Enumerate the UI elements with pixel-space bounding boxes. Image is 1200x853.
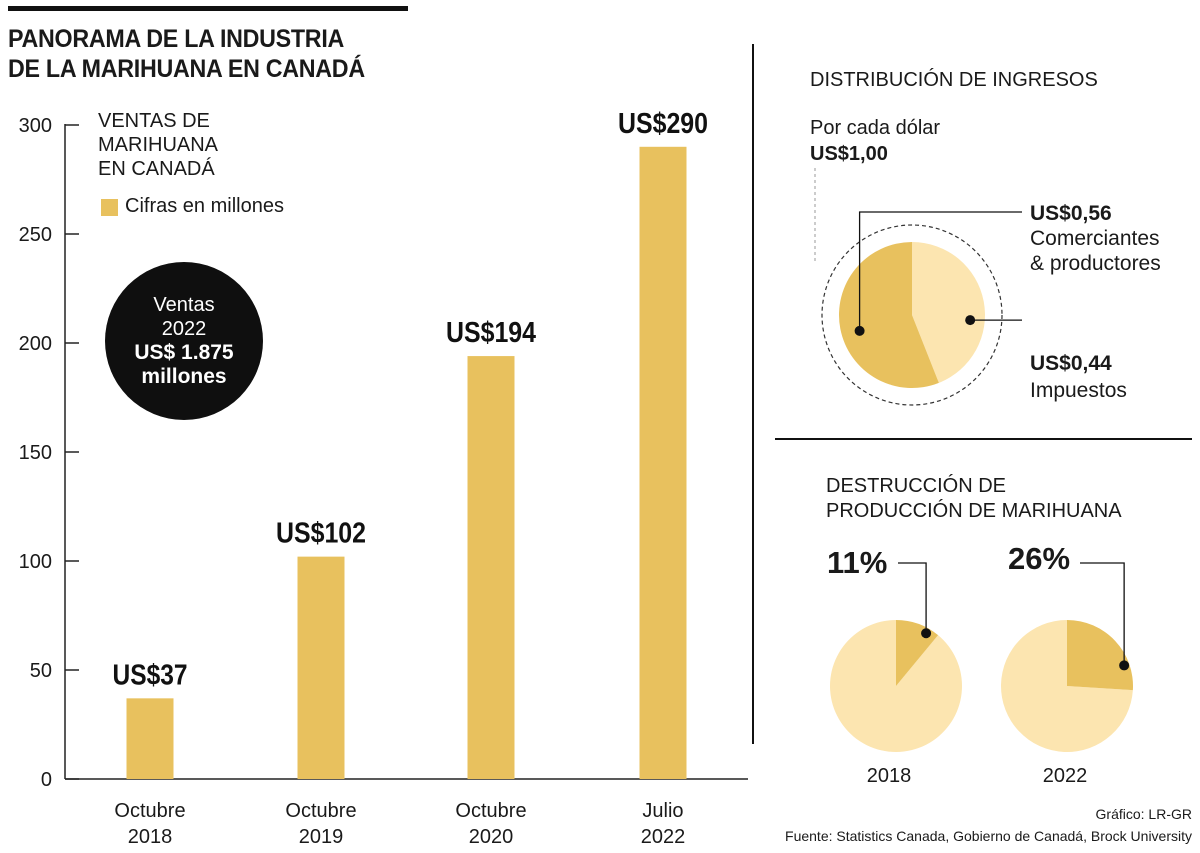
taxes-value: US$0,44	[1030, 352, 1112, 375]
sales-subtitle-line3: EN CANADÁ	[98, 158, 215, 180]
x-tick-label-line2: 2019	[299, 826, 344, 848]
bar	[297, 556, 345, 779]
badge-line1: Ventas	[153, 294, 215, 316]
pie-2018-leader-line	[898, 562, 927, 634]
legend-label: Cifras en millones	[125, 195, 284, 217]
pie-2018-slice-rest	[830, 620, 963, 753]
data-source: Fuente: Statistics Canada, Gobierno de C…	[785, 828, 1192, 844]
pie-dashed-ring	[821, 224, 1003, 406]
per-dollar-line1: Por cada dólar	[810, 117, 941, 139]
sales-subtitle-line2: MARIHUANA	[98, 134, 219, 156]
y-tick-label: 200	[19, 333, 52, 355]
page-title-line1: PANORAMA DE LA INDUSTRIA	[8, 25, 345, 53]
pie-slice-merchants	[839, 242, 939, 388]
badge-unit: millones	[141, 365, 227, 388]
destruction-pie-charts	[830, 562, 1133, 753]
vertical-divider	[752, 44, 754, 744]
revenue-title: DISTRIBUCIÓN DE INGRESOS	[810, 69, 1098, 91]
pie-2022-slice-rest	[1000, 620, 1133, 752]
pie-2022-leader-line	[1080, 562, 1125, 666]
pie-2018-leader-dot	[921, 628, 932, 639]
merchants-leader-dot	[854, 325, 865, 336]
y-tick-label: 150	[19, 442, 52, 464]
header-rule	[8, 6, 408, 11]
x-tick-label-line2: 2022	[641, 826, 686, 848]
pie-2018-percent: 11%	[827, 545, 888, 580]
taxes-label: Impuestos	[1030, 379, 1127, 402]
per-dollar-note: Por cada dólar US$1,00	[810, 115, 940, 167]
pie-2022-percent: 26%	[1008, 541, 1071, 576]
bar-value-label: US$194	[446, 317, 536, 349]
x-tick-label-line2: 2020	[469, 826, 514, 848]
x-tick-label-line1: Octubre	[114, 800, 185, 822]
annual-sales-badge: Ventas 2022 US$ 1.875 millones	[105, 262, 263, 420]
bar	[467, 356, 515, 779]
bar-value-label: US$37	[113, 659, 188, 691]
page-title-line2: DE LA MARIHUANA EN CANADÁ	[8, 55, 365, 83]
x-tick-label-line2: 2018	[128, 826, 173, 848]
page-title: PANORAMA DE LA INDUSTRIA DE LA MARIHUANA…	[8, 24, 399, 84]
destruction-title-line2: PRODUCCIÓN DE MARIHUANA	[826, 500, 1122, 522]
pie-2022-year: 2022	[1042, 765, 1088, 787]
bar	[126, 698, 174, 779]
y-tick-label: 300	[19, 115, 52, 137]
bar	[639, 146, 687, 780]
pie-2022-leader-dot	[1119, 660, 1130, 671]
badge-line2: 2022	[161, 318, 207, 340]
x-tick-label-line1: Octubre	[285, 800, 356, 822]
merchants-value: US$0,56	[1030, 202, 1112, 225]
taxes-leader-dot	[965, 315, 976, 326]
destruction-title: DESTRUCCIÓN DE PRODUCCIÓN DE MARIHUANA	[826, 474, 1122, 524]
sales-subtitle-line1: VENTAS DE	[98, 110, 210, 132]
merchants-callout: US$0,56 Comerciantes & productores	[1030, 202, 1161, 276]
pie-slice-taxes	[912, 242, 986, 383]
chart-credit: Gráfico: LR-GR	[1095, 806, 1192, 822]
sales-subtitle: VENTAS DE MARIHUANA EN CANADÁ	[98, 109, 218, 181]
merchants-leader-line	[858, 211, 1022, 331]
x-tick-label-line1: Octubre	[455, 800, 526, 822]
bar-value-label: US$290	[618, 108, 708, 140]
y-tick-label: 100	[19, 551, 52, 573]
pie-2018-year: 2018	[866, 765, 912, 787]
bar-value-label: US$102	[276, 518, 366, 550]
badge-amount: US$ 1.875	[134, 341, 234, 364]
y-tick-label: 50	[30, 660, 52, 682]
horizontal-divider	[775, 438, 1192, 440]
per-dollar-value: US$1,00	[810, 143, 888, 165]
y-tick-label: 0	[41, 769, 52, 791]
x-tick-label-line1: Julio	[642, 800, 683, 822]
y-tick-label: 250	[19, 224, 52, 246]
taxes-callout: US$0,44 Impuestos	[1030, 352, 1127, 406]
revenue-pie-chart	[814, 168, 1022, 406]
sales-bar-chart: 0 50 100 150 200 250 300 US$37 Octubre 2018 US$102…	[19, 108, 748, 848]
destruction-title-line1: DESTRUCCIÓN DE	[826, 475, 1007, 497]
merchants-label-line1: Comerciantes	[1030, 227, 1160, 250]
pie-2022-slice-destroyed	[1067, 620, 1133, 691]
merchants-label-line2: & productores	[1030, 252, 1161, 275]
legend-swatch	[101, 199, 118, 216]
